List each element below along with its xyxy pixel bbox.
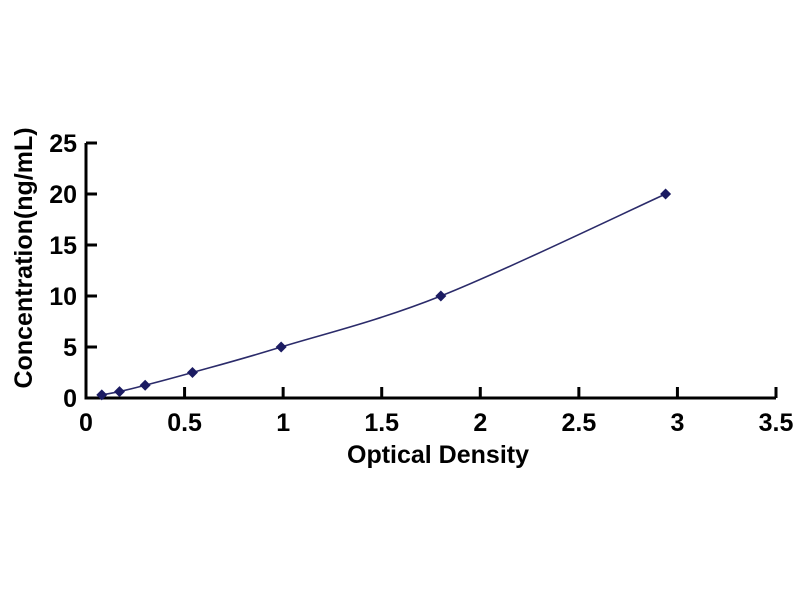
data-point-marker xyxy=(186,367,198,378)
y-tick-label: 10 xyxy=(49,283,77,311)
x-tick-label: 0 xyxy=(79,409,93,437)
x-tick-label: 2.5 xyxy=(561,409,596,437)
axis-lines xyxy=(84,143,776,400)
x-tick-label: 1 xyxy=(276,409,290,437)
plot-area: 0 0.5 1 1.5 2 2.5 3 3.5 0 5 10 15 20 25 xyxy=(49,130,793,437)
x-tick-label: 3.5 xyxy=(759,409,794,437)
x-tick-label: 1.5 xyxy=(364,409,399,437)
data-point-marker xyxy=(435,290,447,302)
y-tick-label: 20 xyxy=(49,181,77,209)
standard-curve-line xyxy=(101,193,666,396)
y-tick-label: 0 xyxy=(63,385,77,413)
y-tick-label: 5 xyxy=(63,334,77,362)
y-tick-label: 25 xyxy=(49,130,77,158)
data-point-marker xyxy=(114,386,126,398)
data-point-marker xyxy=(660,188,672,200)
x-tick-label: 2 xyxy=(473,409,487,437)
data-point-marker xyxy=(275,341,287,353)
y-axis-title: Concentration(ng/mL) xyxy=(10,127,38,388)
x-axis-title: Optical Density xyxy=(347,441,529,469)
x-tick-label: 0.5 xyxy=(167,409,202,437)
y-tick-label: 15 xyxy=(49,232,77,260)
data-point-marker xyxy=(139,379,151,391)
data-point-marker xyxy=(96,389,108,401)
x-tick-label: 3 xyxy=(670,409,684,437)
